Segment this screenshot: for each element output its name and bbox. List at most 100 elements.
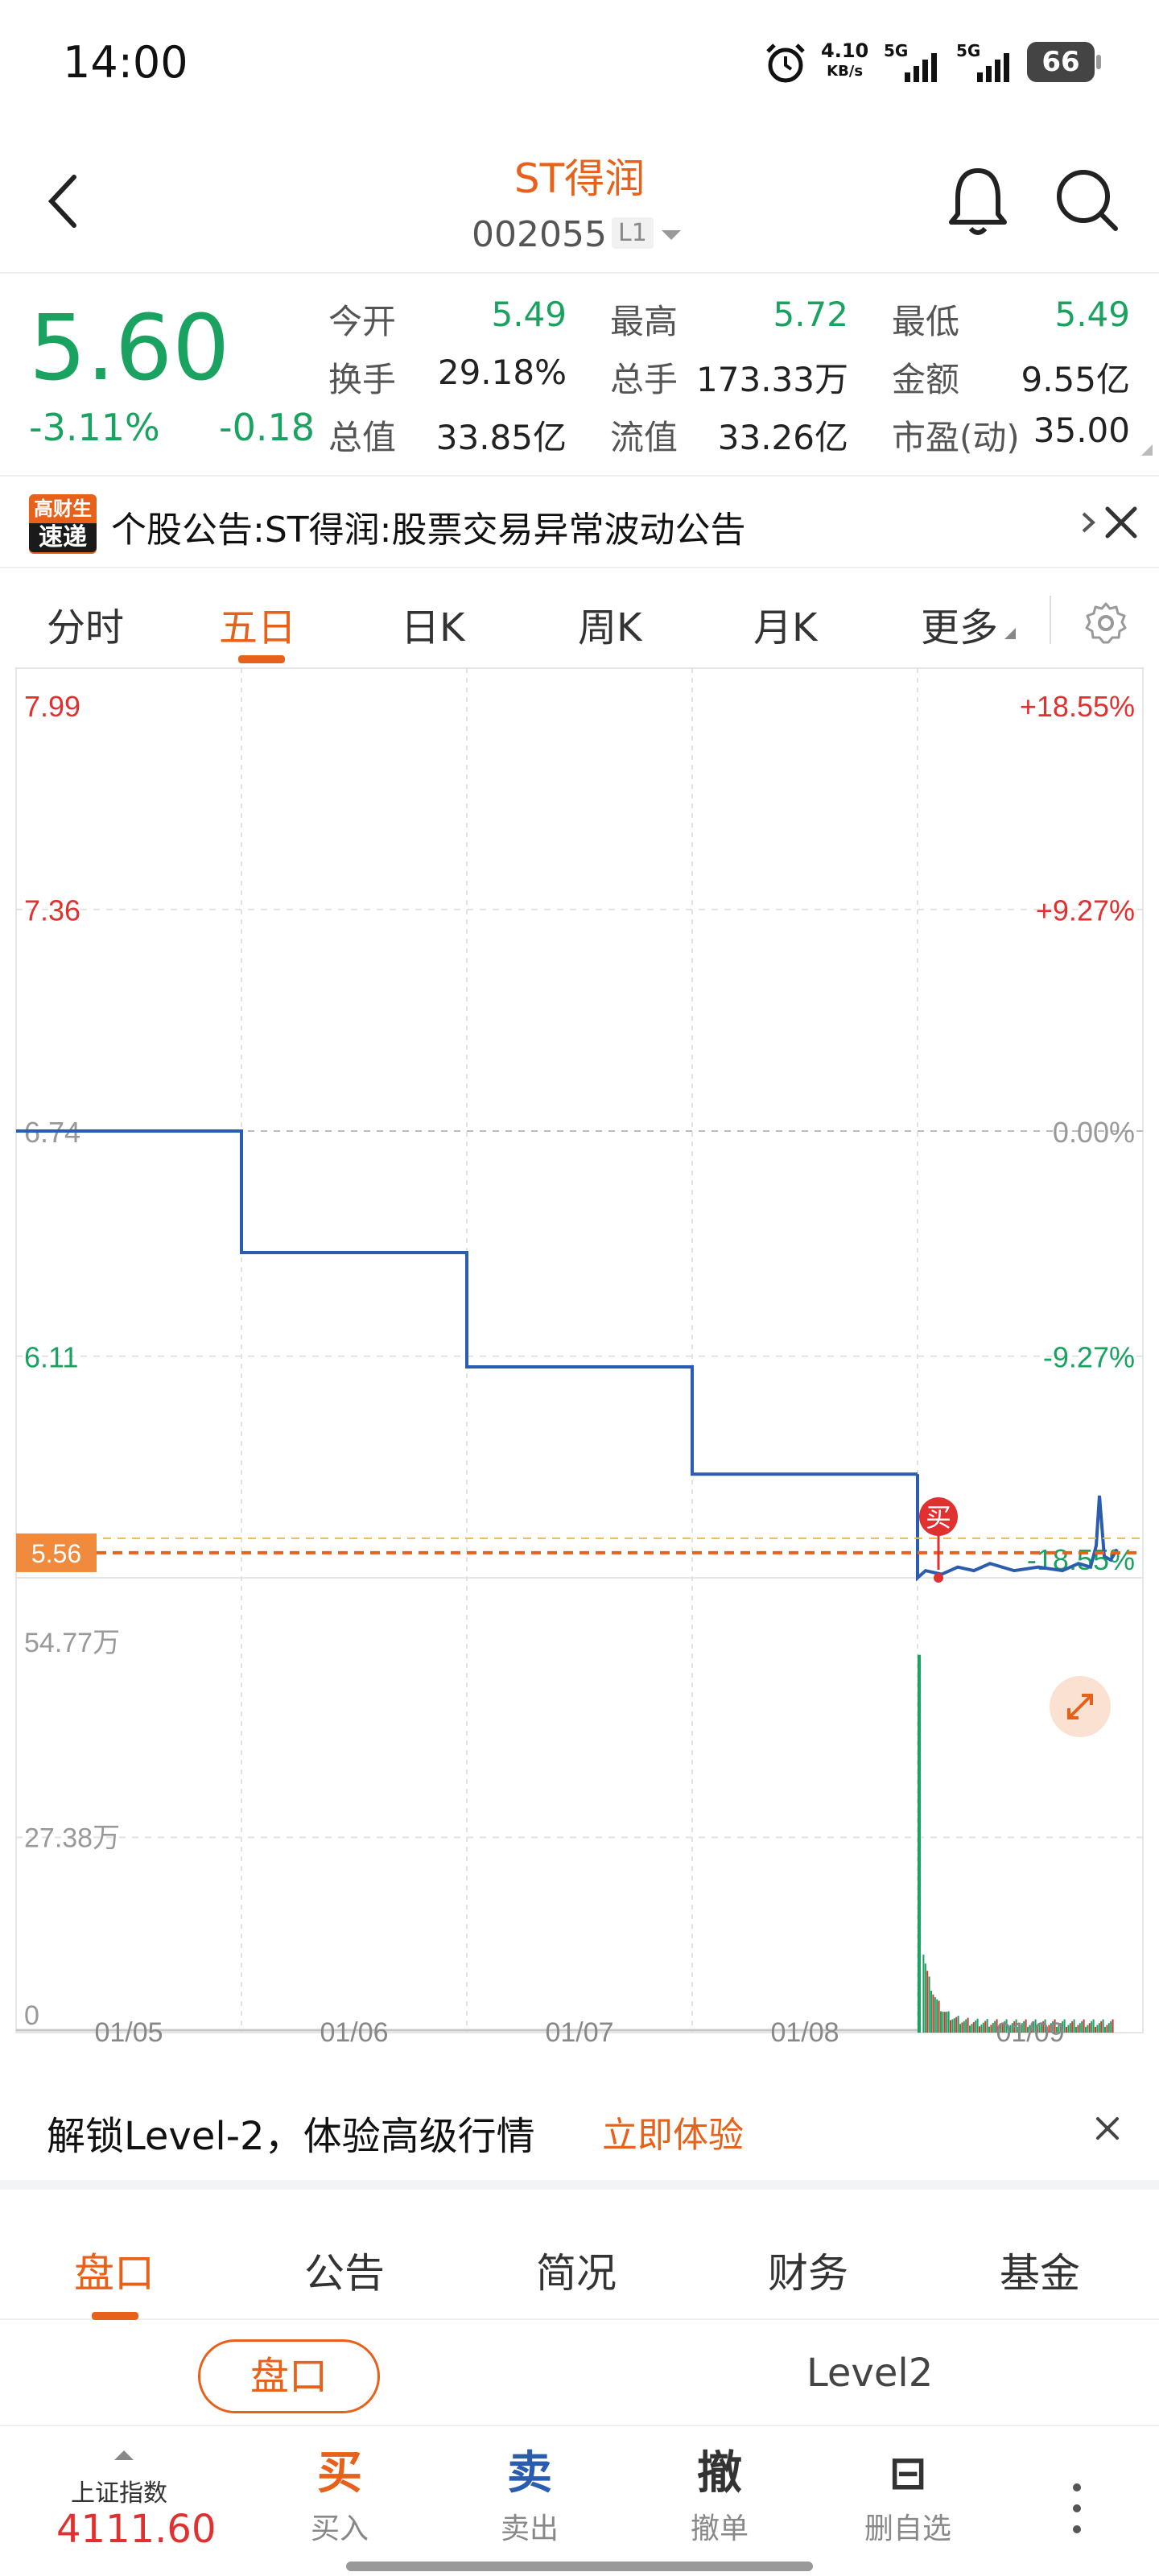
volume-bar (1096, 2025, 1099, 2033)
gear-icon[interactable] (1083, 601, 1128, 646)
stat-label: 今开 (328, 302, 397, 341)
buy-icon: 买 (317, 2447, 362, 2500)
volume-bar (1087, 2025, 1089, 2033)
bell-icon[interactable] (942, 161, 1014, 242)
volume-bar (1027, 2026, 1029, 2033)
index-value[interactable]: 4111.60 (56, 2507, 217, 2552)
stat-value: 33.26亿 (717, 418, 848, 457)
stat-item: 换手 29.18% (328, 353, 567, 399)
volume-bar (979, 2026, 980, 2033)
price-line-intraday (916, 1474, 1119, 1582)
level2-banner: 解锁Level-2，体验高级行情 立即体验 (0, 2069, 1159, 2190)
stat-label: 最低 (892, 302, 960, 341)
buy-marker-dot (934, 1573, 943, 1583)
buy-marker-label: 买 (926, 1502, 951, 1533)
five-day-chart[interactable]: 7.99 +18.55% 7.36 +9.27% 6.74 0.00% 6.11 -9.27%… (0, 660, 1159, 2045)
volume-bar (943, 2012, 946, 2033)
announcement-text[interactable]: 个股公告:ST得润:股票交易异常波动公告 (111, 510, 746, 551)
tab-daily-k[interactable]: 日K (401, 605, 465, 650)
volume-bar (957, 2016, 959, 2033)
try-now-link[interactable]: 立即体验 (602, 2115, 744, 2156)
back-icon[interactable] (40, 169, 89, 233)
current-price-tag (16, 1533, 97, 1572)
current-price: 5.60 (29, 296, 230, 401)
tab-funds[interactable]: 基金 (1000, 2250, 1080, 2297)
stat-item: 流值 33.26亿 (610, 411, 848, 457)
volume-bar (1030, 2023, 1033, 2033)
tab-intraday[interactable]: 分时 (47, 605, 125, 650)
volume-bar (1088, 2023, 1091, 2033)
percent-tick-label: +9.27% (1036, 894, 1135, 927)
volume-bar (936, 1999, 938, 2033)
buy-marker-icon (919, 1497, 958, 1536)
volume-bar (953, 2018, 955, 2033)
orderbook-segment: 盘口 Level2 (0, 2322, 1159, 2426)
tab-financials[interactable]: 财务 (768, 2250, 848, 2297)
x-axis-label: 01/09 (996, 2017, 1064, 2045)
cancel-order-button[interactable]: 撤 撤单 (671, 2446, 768, 2547)
volume-bar (965, 2019, 967, 2033)
volume-bar (998, 2026, 1000, 2033)
tab-more[interactable]: 更多 (921, 605, 999, 650)
tab-weekly-k[interactable]: 周K (578, 605, 642, 650)
volume-bar (1071, 2021, 1074, 2033)
buy-button[interactable]: 买 买入 (291, 2446, 388, 2547)
volume-bar (1033, 2021, 1035, 2033)
stat-label: 总值 (328, 418, 397, 457)
volume-bar (928, 1976, 930, 2033)
volume-bar (990, 2025, 992, 2033)
battery-icon: 66 (1027, 42, 1101, 82)
tab-announcements[interactable]: 公告 (304, 2250, 385, 2297)
level-dropdown-icon[interactable] (662, 230, 681, 240)
more-caret-icon (1004, 628, 1016, 639)
status-bar: 14:00 4.10 KB/s 5G 5G 66 (0, 0, 1159, 129)
volume-bar (1013, 2021, 1016, 2033)
volume-bar (1040, 2023, 1042, 2033)
expand-up-icon[interactable] (114, 2450, 134, 2460)
volume-bar (1023, 2021, 1025, 2033)
volume-bar (971, 2024, 973, 2033)
volume-bar (963, 2021, 965, 2033)
close-icon[interactable] (1103, 504, 1140, 541)
stat-item: 市盈(动) 35.00 (892, 411, 1130, 457)
chart-tabs: 分时 五日 日K 周K 月K 更多 (0, 572, 1159, 663)
home-indicator[interactable] (346, 2562, 813, 2571)
price-volume-chart[interactable]: 7.99 +18.55%7.36 +9.27%6.74 0.00%6.11 -9.27%… (0, 660, 1159, 2045)
remove-watchlist-button[interactable]: ⊟ 删自选 (860, 2446, 956, 2547)
volume-bar (969, 2025, 971, 2033)
announcement-bar[interactable]: 高财生 速递 个股公告:ST得润:股票交易异常波动公告 (0, 478, 1159, 568)
segment-orderbook[interactable]: 盘口 (198, 2339, 380, 2413)
more-vertical-icon[interactable] (1069, 2476, 1085, 2541)
tab-monthly-k[interactable]: 月K (753, 605, 818, 650)
volume-bar (982, 2022, 984, 2033)
detail-tabs: 盘口 公告 简况 财务 基金 (0, 2206, 1159, 2320)
stat-value: 5.72 (773, 295, 848, 334)
stat-label: 金额 (892, 360, 960, 399)
stat-value: 173.33万 (696, 360, 848, 399)
volume-bar (1110, 2021, 1112, 2033)
volume-bar (1048, 2025, 1050, 2033)
expand-corner-icon[interactable] (1141, 444, 1153, 456)
search-icon[interactable] (1051, 164, 1124, 237)
expand-icon (1067, 1694, 1093, 1719)
volume-bar (996, 2019, 998, 2033)
stat-item: 最低 5.49 (892, 295, 1130, 341)
change-amount: -0.18 (219, 406, 316, 449)
volume-bar (1066, 2026, 1067, 2033)
tab-profile[interactable]: 简况 (536, 2250, 617, 2297)
tab-five-day[interactable]: 五日 (219, 605, 297, 650)
volume-bar (1075, 2026, 1077, 2033)
volume-bar (959, 2024, 961, 2033)
chevron-right-icon[interactable] (1079, 502, 1098, 543)
segment-level2[interactable]: Level2 (806, 2351, 934, 2396)
volume-bar (967, 2017, 969, 2033)
volume-bar (1019, 2025, 1021, 2033)
close-icon[interactable] (1091, 2112, 1124, 2145)
index-name[interactable]: 上证指数 (71, 2479, 167, 2508)
volume-bar (938, 2000, 940, 2033)
sell-button[interactable]: 卖 卖出 (481, 2446, 578, 2547)
level-badge[interactable]: L1 (612, 217, 654, 249)
volume-bar (1021, 2023, 1023, 2033)
volume-bar (980, 2024, 983, 2033)
tab-orderbook[interactable]: 盘口 (74, 2250, 155, 2297)
